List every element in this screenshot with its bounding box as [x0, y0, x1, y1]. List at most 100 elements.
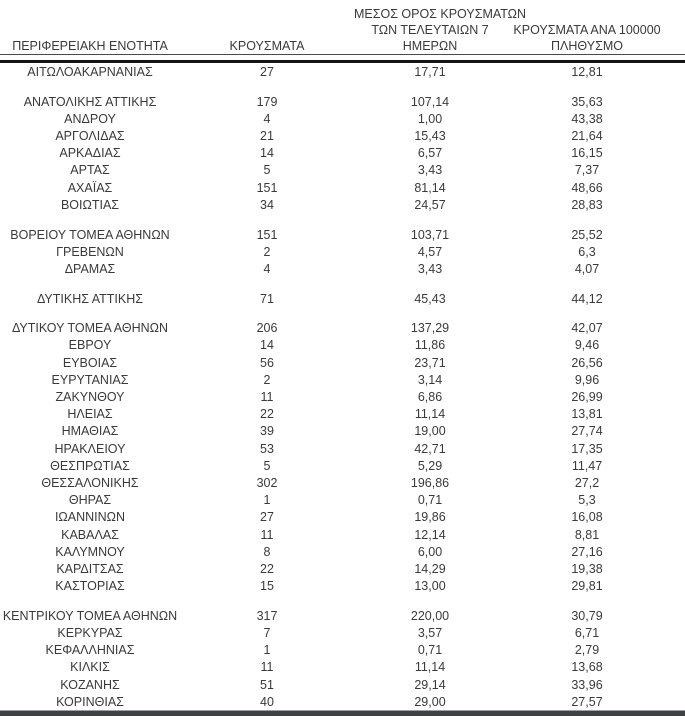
cell-region: ΓΡΕΒΕΝΩΝ	[56, 244, 124, 259]
cell-avg7: 42,71	[414, 441, 446, 456]
cell-avg7: 24,57	[414, 197, 446, 212]
cell-per100k: 9,96	[574, 372, 600, 387]
cell-cases: 2	[263, 372, 271, 387]
column-header-line: ΤΩΝ ΤΕΛΕΥΤΑΙΩΝ 7	[371, 23, 489, 37]
cell-avg7: 29,00	[414, 694, 446, 709]
cell-avg7: 196,86	[410, 475, 450, 490]
column-header-line: ΗΜΕΡΩΝ	[402, 39, 458, 53]
cell-per100k: 19,38	[571, 561, 603, 576]
cell-per100k: 11,47	[571, 458, 603, 473]
cell-avg7: 11,86	[414, 338, 446, 353]
cell-per100k: 5,3	[578, 493, 596, 508]
header-thick-rule	[0, 60, 685, 63]
cell-cases: 11	[260, 660, 274, 675]
table-row: ΑΝΑΤΟΛΙΚΗΣ ΑΤΤΙΚΗΣ 179 107,14 35,63	[0, 94, 685, 111]
cell-region: ΚΕΡΚΥΡΑΣ	[57, 625, 123, 640]
table-row: ΔΥΤΙΚΗΣ ΑΤΤΙΚΗΣ 71 45,43 44,12	[0, 291, 685, 308]
column-header-line: ΜΕΣΟΣ ΟΡΟΣ ΚΡΟΥΣΜΑΤΩΝ	[354, 7, 527, 21]
cell-per100k: 28,83	[571, 197, 603, 212]
table-row: ΚΑΣΤΟΡΙΑΣ 15 13,00 29,81	[0, 578, 685, 595]
cell-cases: 40	[260, 694, 274, 709]
cell-cases: 1	[263, 493, 271, 508]
cell-region: ΒΟΙΩΤΙΑΣ	[60, 197, 120, 212]
cell-per100k: 27,2	[574, 475, 600, 490]
cell-cases: 14	[260, 338, 274, 353]
cell-cases: 4	[263, 261, 271, 276]
table-row: ΗΛΕΙΑΣ 22 11,14 13,81	[0, 406, 685, 423]
cell-avg7: 3,43	[417, 261, 443, 276]
table-row: ΚΟΖΑΝΗΣ 51 29,14 33,96	[0, 677, 685, 694]
table-row: ΚΑΒΑΛΑΣ 11 12,14 8,81	[0, 527, 685, 544]
cell-per100k: 27,16	[571, 544, 603, 559]
cell-avg7: 15,43	[414, 129, 446, 144]
cell-region: ΚΕΦΑΛΛΗΝΙΑΣ	[45, 643, 135, 658]
cell-avg7: 13,00	[414, 579, 446, 594]
cell-avg7: 17,71	[414, 65, 446, 79]
cell-cases: 151	[256, 180, 278, 195]
column-header-cases: ΚΡΟΥΣΜΑΤΑ	[180, 38, 354, 54]
cell-per100k: 43,38	[571, 111, 603, 126]
cell-region: ΑΡΓΟΛΙΔΑΣ	[55, 129, 125, 144]
table-row: ΑΝΔΡΟΥ 4 1,00 43,38	[0, 111, 685, 128]
cell-avg7: 14,29	[414, 561, 446, 576]
cell-per100k: 35,63	[571, 94, 603, 109]
cell-cases: 71	[260, 291, 274, 306]
cell-per100k: 27,74	[571, 424, 603, 439]
cell-per100k: 2,79	[574, 643, 600, 658]
cell-region: ΑΝΔΡΟΥ	[64, 111, 116, 126]
table-row: ΚΕΦΑΛΛΗΝΙΑΣ 1 0,71 2,79	[0, 642, 685, 659]
column-header-avg7: ΜΕΣΟΣ ΟΡΟΣ ΚΡΟΥΣΜΑΤΩΝ ΤΩΝ ΤΕΛΕΥΤΑΙΩΝ 7 ΗΜΕ…	[354, 6, 527, 54]
table-row: ΗΜΑΘΙΑΣ 39 19,00 27,74	[0, 423, 685, 440]
cell-region: ΑΡΤΑΣ	[70, 163, 110, 178]
column-header-line: ΚΡΟΥΣΜΑΤΑ	[229, 39, 305, 53]
cell-per100k: 44,12	[571, 291, 603, 306]
cell-region: ΑΡΚΑΔΙΑΣ	[59, 146, 121, 161]
cell-cases: 8	[263, 544, 271, 559]
cell-region: ΗΛΕΙΑΣ	[67, 407, 113, 422]
cell-avg7: 220,00	[410, 608, 450, 623]
cell-region: ΔΥΤΙΚΗΣ ΑΤΤΙΚΗΣ	[37, 291, 143, 306]
cell-cases: 22	[260, 407, 274, 422]
column-header-region: ΠΕΡΙΦΕΡΕΙΑΚΗ ΕΝΟΤΗΤΑ	[0, 38, 180, 54]
cell-per100k: 29,81	[571, 579, 603, 594]
cell-per100k: 30,79	[571, 608, 603, 623]
cell-avg7: 0,71	[417, 493, 443, 508]
cell-cases: 317	[256, 608, 278, 623]
table-row: ΚΕΡΚΥΡΑΣ 7 3,57 6,71	[0, 625, 685, 642]
cell-region: ΚΙΛΚΙΣ	[70, 660, 110, 675]
row-group: ΑΙΤΩΛΟΑΚΑΡΝΑΝΙΑΣ 27 17,71 12,81	[0, 64, 685, 81]
cell-avg7: 6,00	[417, 544, 443, 559]
cell-avg7: 81,14	[414, 180, 446, 195]
table-row: ΕΒΡΟΥ 14 11,86 9,46	[0, 337, 685, 354]
cell-cases: 14	[260, 146, 274, 161]
cell-per100k: 27,57	[571, 694, 603, 709]
column-header-line: ΚΡΟΥΣΜΑΤΑ ΑΝΑ 100000	[513, 23, 661, 37]
table-body: ΑΙΤΩΛΟΑΚΑΡΝΑΝΙΑΣ 27 17,71 12,81 ΑΝΑΤΟΛΙΚΗΣ Α…	[0, 63, 685, 711]
cell-cases: 22	[260, 561, 274, 576]
cell-region: ΘΕΣΣΑΛΟΝΙΚΗΣ	[41, 475, 139, 490]
cell-cases: 53	[260, 441, 274, 456]
cell-per100k: 13,81	[571, 407, 603, 422]
cell-region: ΗΡΑΚΛΕΙΟΥ	[54, 441, 126, 456]
cell-avg7: 23,71	[414, 355, 446, 370]
cell-per100k: 42,07	[571, 321, 603, 336]
cell-region: ΘΗΡΑΣ	[68, 493, 112, 508]
row-group: ΒΟΡΕΙΟΥ ΤΟΜΕΑ ΑΘΗΝΩΝ 151 103,71 25,52 ΓΡΕΒΕΝ…	[0, 227, 685, 279]
cell-avg7: 11,14	[414, 660, 446, 675]
column-header-per100k: ΚΡΟΥΣΜΑΤΑ ΑΝΑ 100000 ΠΛΗΘΥΣΜΟ	[506, 22, 668, 54]
cell-per100k: 16,08	[571, 510, 603, 525]
cell-cases: 39	[260, 424, 274, 439]
cell-cases: 206	[256, 321, 278, 336]
cell-avg7: 6,57	[417, 146, 443, 161]
table-row: ΚΕΝΤΡΙΚΟΥ ΤΟΜΕΑ ΑΘΗΝΩΝ 317 220,00 30,79	[0, 608, 685, 625]
table-row: ΘΗΡΑΣ 1 0,71 5,3	[0, 492, 685, 509]
cell-region: ΖΑΚΥΝΘΟΥ	[55, 390, 125, 404]
cell-cases: 302	[256, 475, 278, 490]
cell-per100k: 26,99	[571, 390, 603, 404]
cell-per100k: 7,37	[574, 163, 600, 178]
cell-cases: 5	[263, 458, 271, 473]
table-row: ΚΑΛΥΜΝΟΥ 8 6,00 27,16	[0, 544, 685, 561]
cell-avg7: 1,00	[417, 111, 443, 126]
table-row: ΑΧΑΪΑΣ 151 81,14 48,66	[0, 180, 685, 197]
